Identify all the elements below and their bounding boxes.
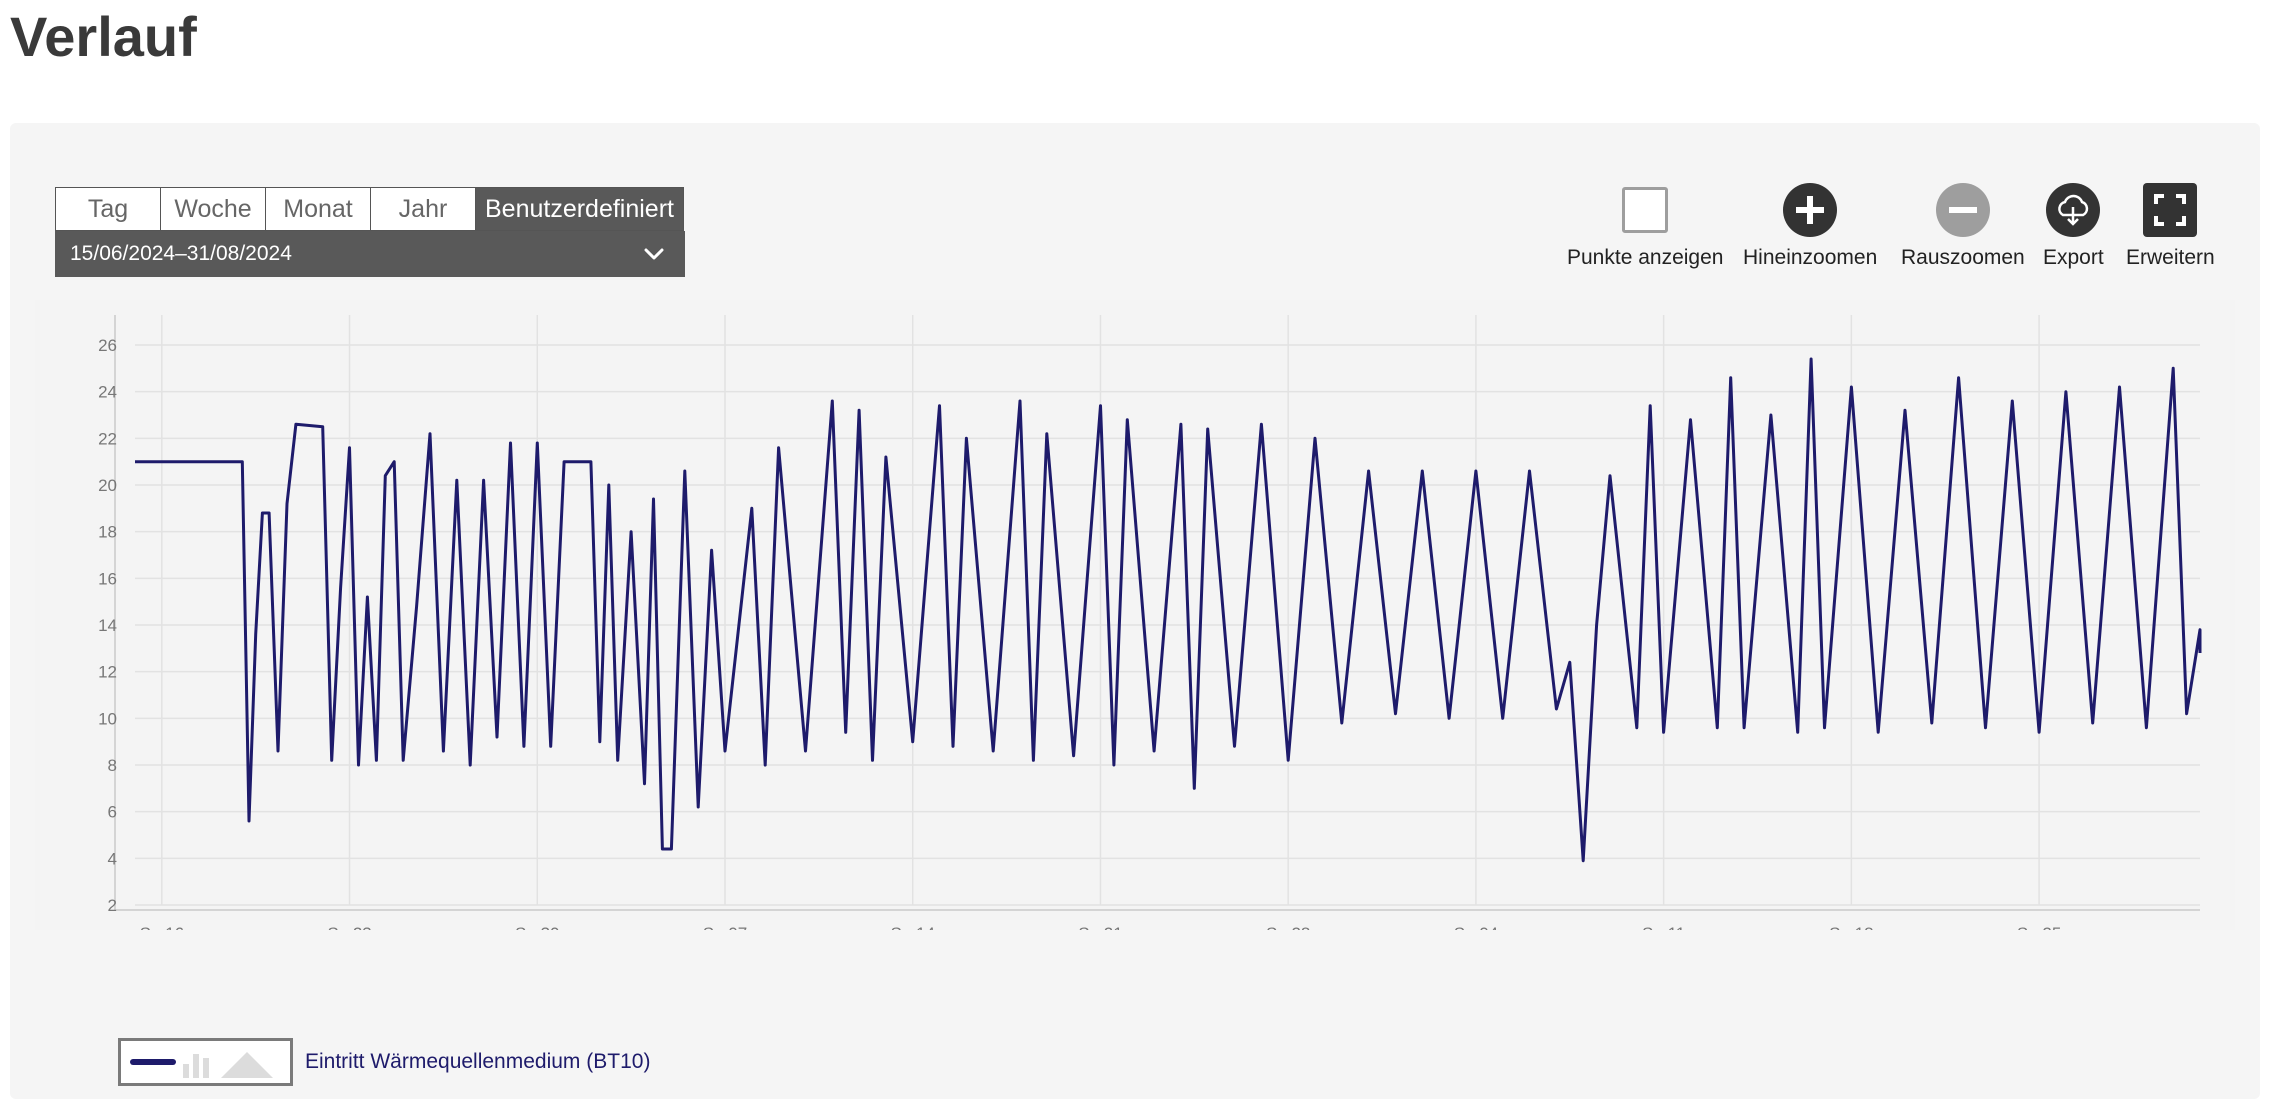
legend-item[interactable]: Eintritt Wärmequellenmedium (BT10) [118, 1038, 650, 1086]
x-tick-label: So 23 [327, 924, 371, 930]
x-tick-label: So 18 [1829, 924, 1873, 930]
y-tick-label: 18 [98, 523, 117, 542]
y-tick-label: 8 [108, 756, 117, 775]
plus-icon [1783, 183, 1838, 237]
tab-custom[interactable]: Benutzerdefiniert [476, 188, 683, 230]
x-tick-label: So 14 [891, 924, 935, 930]
zoom-in-label: Hineinzoomen [1743, 246, 1878, 269]
x-tick-label: So 07 [703, 924, 747, 930]
tab-year[interactable]: Jahr [371, 188, 476, 230]
line-bar-area-icon [130, 1052, 273, 1078]
legend-toggle[interactable] [118, 1038, 293, 1086]
minus-icon [1935, 183, 1990, 237]
tab-month[interactable]: Monat [266, 188, 371, 230]
tab-week[interactable]: Woche [161, 188, 266, 230]
x-tick-label: So 04 [1454, 924, 1498, 930]
show-points-label: Punkte anzeigen [1567, 246, 1724, 269]
y-tick-label: 2 [108, 896, 117, 915]
x-tick-label: So 11 [1642, 924, 1685, 930]
date-range-value: 15/06/2024–31/08/2024 [70, 242, 292, 265]
y-tick-label: 6 [108, 803, 117, 822]
x-tick-label: So 28 [1266, 924, 1310, 930]
x-tick-label: So 30 [515, 924, 559, 930]
x-tick-label: So 25 [2017, 924, 2061, 930]
page-title: Verlauf [10, 5, 197, 68]
show-points-toggle[interactable]: Punkte anzeigen [1567, 182, 1723, 270]
x-tick-label: So 16 [140, 924, 184, 930]
zoom-out-label: Rauszoomen [1901, 246, 2025, 269]
date-range-select[interactable]: 15/06/2024–31/08/2024 [55, 231, 685, 277]
export-label: Export [2043, 246, 2104, 269]
y-tick-label: 16 [98, 569, 117, 588]
expand-label: Erweitern [2126, 246, 2215, 269]
fullscreen-icon [2143, 183, 2198, 237]
zoom-in-button[interactable]: Hineinzoomen [1743, 182, 1877, 270]
x-axis: So 16 So 23 So 30 So 07 So 14 So 21 So 28 So 04… [140, 924, 2062, 930]
series-layer [135, 357, 2202, 863]
zoom-out-button[interactable]: Rauszoomen [1901, 182, 2025, 270]
x-tick-label: So 21 [1078, 924, 1122, 930]
tab-day[interactable]: Tag [56, 188, 161, 230]
y-tick-label: 10 [98, 709, 117, 728]
y-tick-label: 4 [108, 849, 117, 868]
cloud-download-icon [2046, 183, 2101, 237]
chevron-down-icon [644, 248, 664, 260]
export-button[interactable]: Export [2043, 182, 2104, 270]
checkbox-icon[interactable] [1622, 187, 1669, 233]
y-tick-label: 20 [98, 476, 117, 495]
range-tabs: Tag Woche Monat Jahr Benutzerdefiniert [55, 187, 684, 231]
grid [114, 315, 2200, 911]
y-tick-label: 26 [98, 336, 117, 355]
series-line[interactable] [135, 357, 2202, 863]
y-tick-label: 24 [98, 383, 117, 402]
y-tick-label: 12 [98, 663, 117, 682]
expand-button[interactable]: Erweitern [2126, 182, 2215, 270]
y-tick-label: 22 [98, 429, 117, 448]
legend-label: Eintritt Wärmequellenmedium (BT10) [305, 1050, 651, 1073]
y-tick-label: 14 [98, 616, 117, 635]
